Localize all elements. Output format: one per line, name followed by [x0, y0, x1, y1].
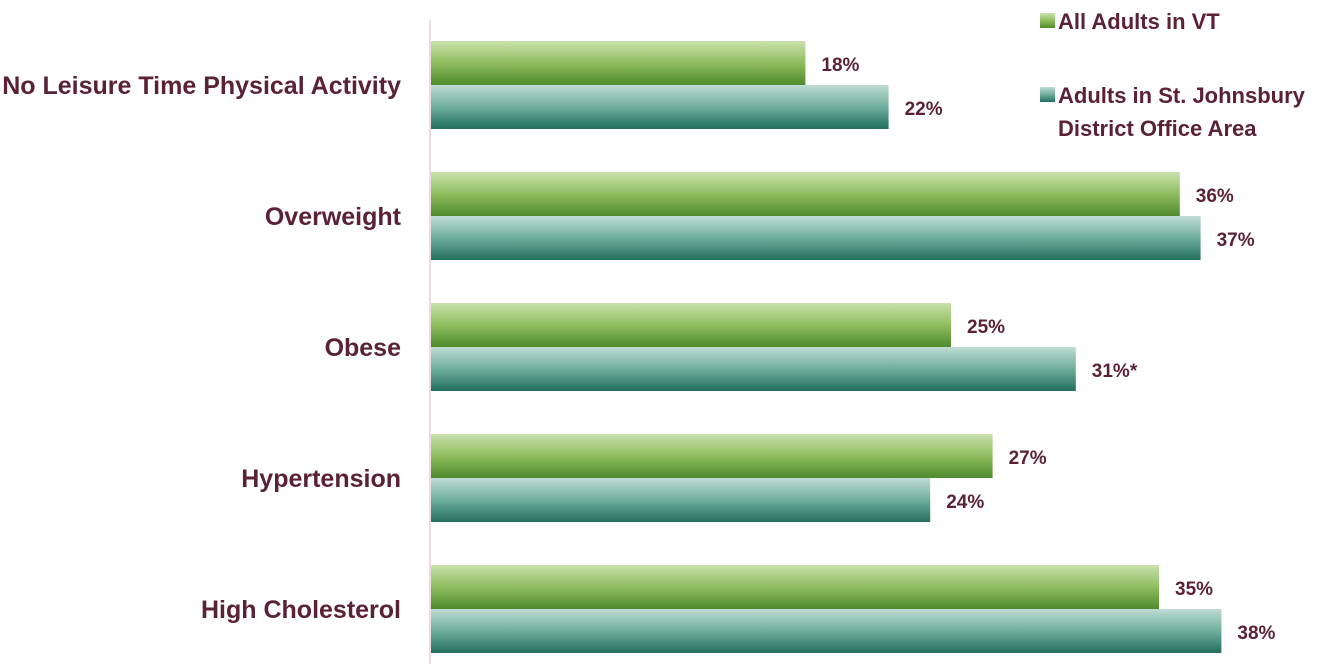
legend-label-st-johnsbury-line1: Adults in St. Johnsbury [1058, 83, 1306, 108]
category-label-obese: Obese [325, 334, 402, 362]
legend-swatch-teal [1040, 87, 1055, 102]
bar-no-leisure-time-physical-activity-series-1 [431, 41, 806, 85]
value-label-high-cholesterol-series-1: 35% [1175, 579, 1213, 600]
value-label-high-cholesterol-series-2: 38% [1237, 623, 1275, 644]
category-label-high-cholesterol: High Cholesterol [201, 596, 401, 624]
value-label-obese-series-2: 31%* [1092, 361, 1138, 382]
bar-high-cholesterol-series-2 [431, 609, 1222, 653]
value-label-overweight-series-2: 37% [1217, 230, 1255, 251]
category-label-overweight: Overweight [265, 203, 402, 231]
bar-overweight-series-1 [431, 172, 1180, 216]
value-label-no-leisure-time-physical-activity-series-1: 18% [821, 55, 859, 76]
legend-label-all-adults-vt: All Adults in VT [1058, 9, 1220, 34]
bars-layer: No Leisure Time Physical Activity 18% 22% O… [2, 41, 1276, 653]
bar-hypertension-series-2 [431, 478, 931, 522]
bar-hypertension-series-1 [431, 434, 993, 478]
bar-high-cholesterol-series-1 [431, 565, 1159, 609]
value-label-hypertension-series-1: 27% [1009, 448, 1047, 469]
value-label-overweight-series-1: 36% [1196, 186, 1234, 207]
legend: All Adults in VT Adults in St. Johnsbury… [1040, 9, 1306, 141]
bar-no-leisure-time-physical-activity-series-2 [431, 85, 889, 129]
bar-overweight-series-2 [431, 216, 1201, 260]
bar-obese-series-1 [431, 303, 951, 347]
legend-swatch-green [1040, 13, 1055, 28]
legend-item-all-adults-vt: All Adults in VT [1040, 9, 1220, 34]
category-label-hypertension: Hypertension [241, 465, 401, 493]
value-label-no-leisure-time-physical-activity-series-2: 22% [905, 99, 943, 120]
legend-label-st-johnsbury-line2: District Office Area [1058, 116, 1257, 141]
bar-obese-series-2 [431, 347, 1076, 391]
legend-item-st-johnsbury: Adults in St. Johnsbury District Office … [1040, 83, 1306, 141]
value-label-hypertension-series-2: 24% [946, 492, 984, 513]
value-label-obese-series-1: 25% [967, 317, 1005, 338]
category-label-no-leisure-time-physical-activity: No Leisure Time Physical Activity [2, 72, 401, 100]
